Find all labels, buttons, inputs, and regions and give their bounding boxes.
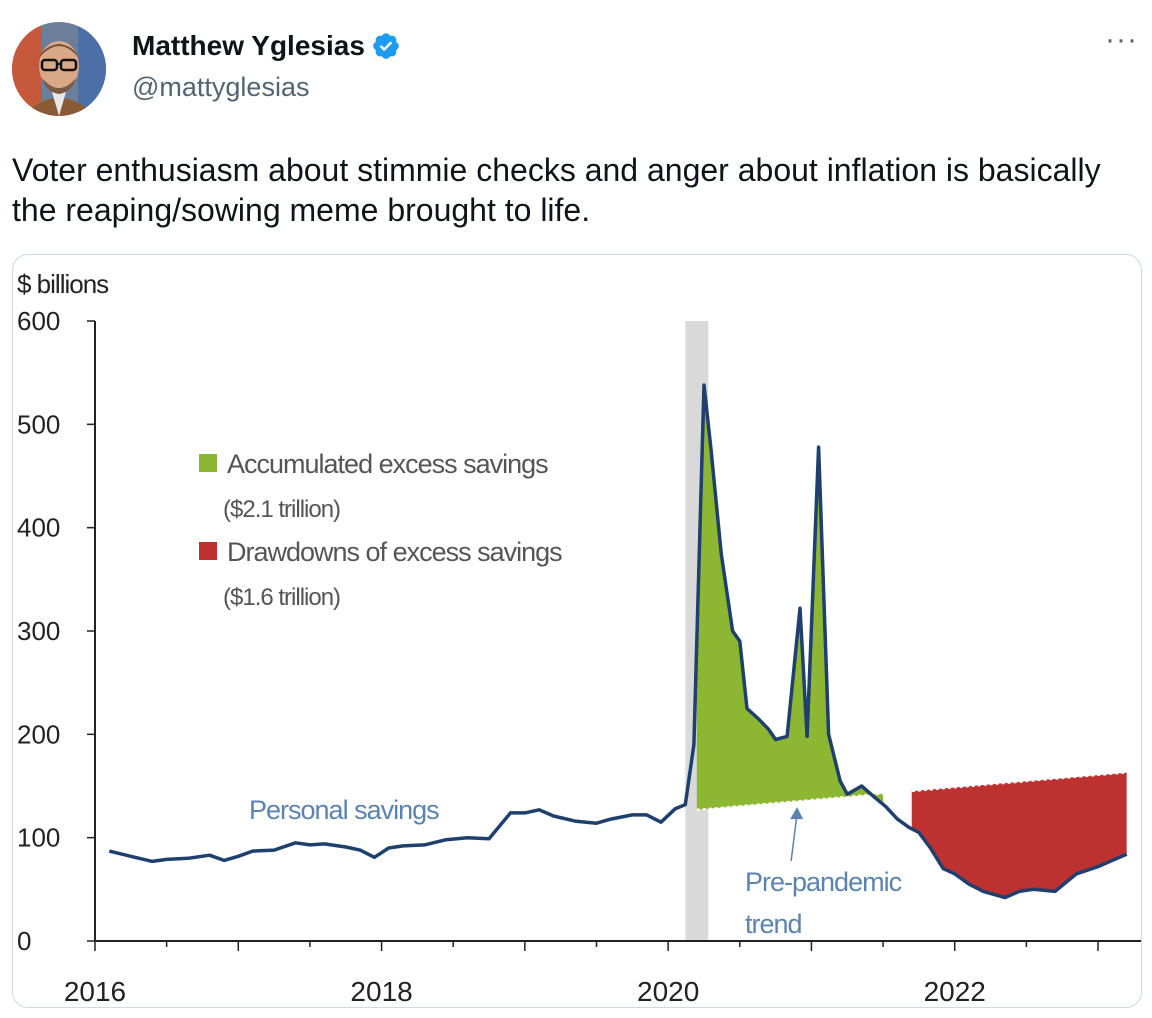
trend-arrow-head [790,807,804,820]
x-tick-label: 2016 [64,976,126,1007]
savings-chart: 0 100 200 300 400 500 600 $ billions 2016 2018 202… [17,269,1141,1007]
personal-savings-line [108,383,1128,900]
x-tick-label: 2020 [637,976,699,1007]
personal-savings-label: Personal savings [249,795,439,825]
drawdown-area [911,772,1127,898]
trend-arrow-line [790,812,798,862]
author-name[interactable]: Matthew Yglesias [132,30,365,61]
excess-savings-area [696,385,884,810]
y-unit-label: $ billions [17,269,109,299]
legend-sub: ($2.1 trillion) [223,496,340,523]
more-options-icon[interactable]: ··· [1105,23,1138,56]
y-tick-label: 500 [17,409,60,439]
legend-label: Drawdowns of excess savings [227,537,562,567]
legend-swatch [199,542,217,560]
tweet-media-chart[interactable]: 0 100 200 300 400 500 600 $ billions 2016 2018 202… [12,254,1142,1008]
legend-label: Accumulated excess savings [227,449,548,479]
trend-label-line2: trend [745,909,802,939]
x-tick-label: 2022 [924,976,986,1007]
avatar[interactable] [12,22,106,116]
author-name-row[interactable]: Matthew Yglesias [132,30,401,62]
author-handle[interactable]: @mattyglesias [132,72,310,102]
verified-badge-icon [371,31,401,61]
y-tick-label: 600 [17,306,60,336]
y-tick-label: 300 [17,616,60,646]
legend-swatch [199,454,217,472]
y-tick-label: 400 [17,513,60,543]
legend-sub: ($1.6 trillion) [223,584,340,611]
x-tick-label: 2018 [350,976,412,1007]
tweet-text: Voter enthusiasm about stimmie checks an… [12,152,1101,228]
y-tick-label: 200 [17,719,60,749]
trend-label-line1: Pre-pandemic [745,867,902,897]
y-tick-label: 100 [17,823,60,853]
y-tick-label: 0 [17,926,31,956]
